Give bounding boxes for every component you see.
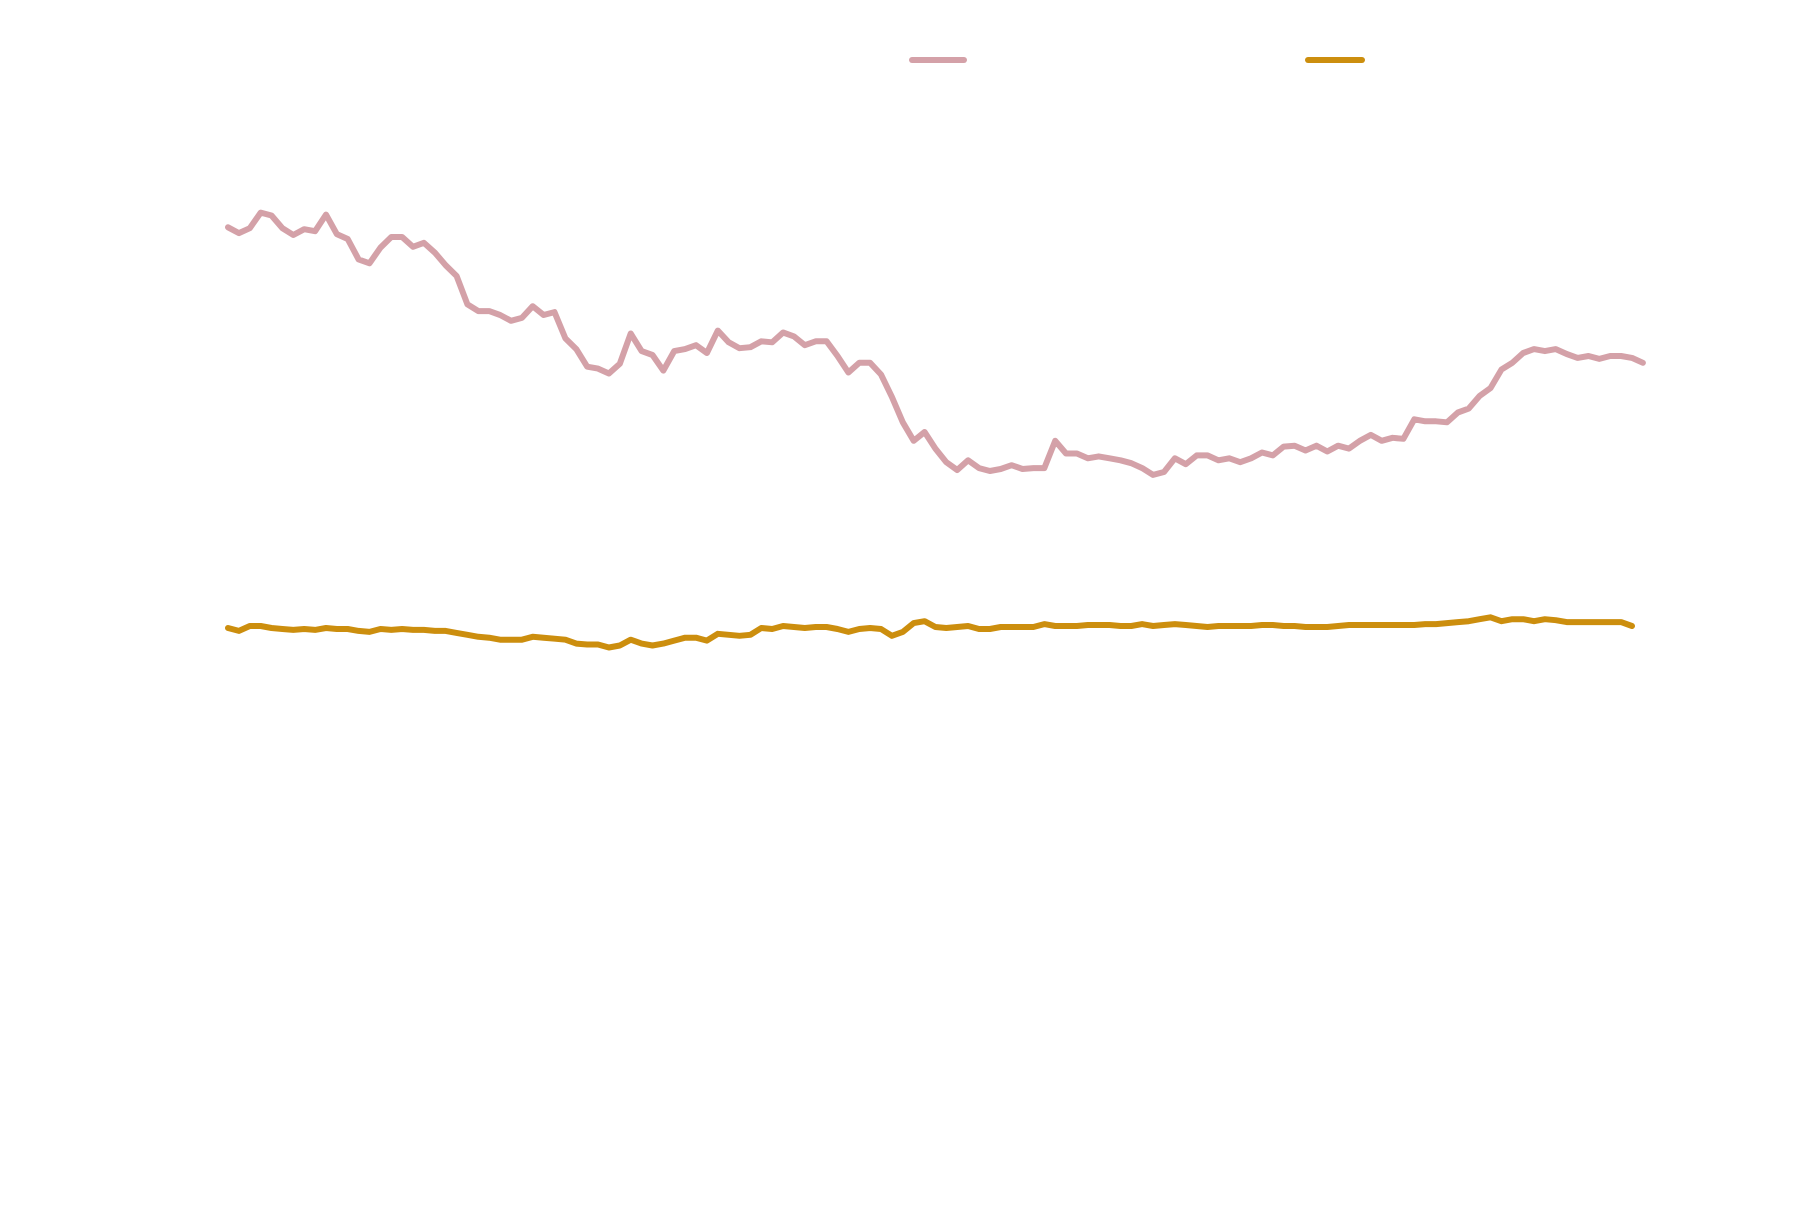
series-layer xyxy=(225,209,1646,651)
series-2-line xyxy=(225,614,1635,651)
series-1-line xyxy=(225,209,1646,478)
